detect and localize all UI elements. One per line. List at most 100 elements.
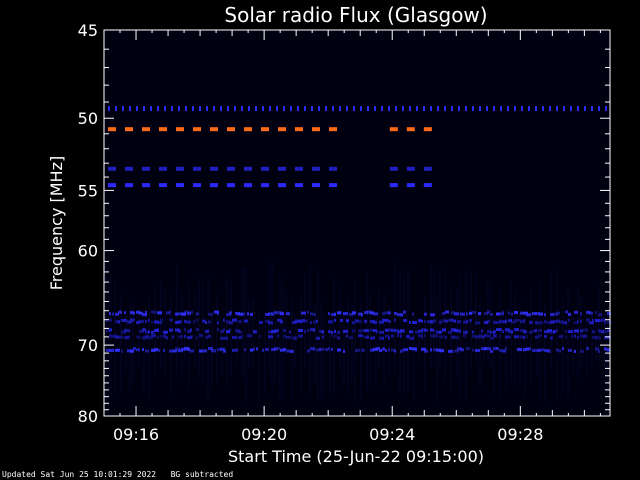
band-mark	[142, 127, 150, 132]
band-mark	[457, 320, 461, 324]
band-mark	[463, 334, 466, 338]
band-mark	[145, 319, 147, 323]
band-mark	[139, 320, 144, 324]
band-mark	[592, 330, 595, 334]
band-mark	[373, 336, 375, 340]
band-mark	[511, 312, 513, 316]
band-mark	[154, 328, 159, 332]
band-mark	[244, 183, 252, 188]
band-mark	[421, 319, 423, 323]
band-mark	[430, 334, 434, 338]
band-mark	[403, 329, 405, 333]
band-mark	[226, 330, 230, 334]
band-mark	[556, 319, 560, 323]
band-mark	[292, 320, 297, 324]
band-mark	[595, 311, 597, 315]
band-mark	[502, 330, 504, 334]
band-mark	[454, 349, 459, 353]
band-mark	[607, 336, 611, 340]
band-mark	[283, 347, 286, 351]
y-axis: 45 50 55 60 70 80	[78, 21, 610, 426]
band-mark	[391, 329, 396, 333]
band-mark	[163, 330, 168, 334]
band-mark	[124, 336, 128, 340]
band-mark	[457, 329, 461, 333]
band-mark	[562, 347, 564, 351]
band-mark	[563, 106, 565, 112]
band-mark	[193, 320, 195, 324]
band-mark	[278, 166, 286, 171]
band-mark	[190, 349, 194, 353]
band-mark	[389, 166, 398, 171]
band-mark	[433, 348, 437, 352]
band-mark	[415, 330, 418, 334]
band-mark	[360, 106, 362, 112]
band-mark	[227, 106, 229, 112]
band-mark	[358, 334, 363, 338]
band-mark	[199, 334, 203, 338]
band-mark	[574, 334, 576, 338]
band-mark	[496, 347, 499, 351]
band-68.3	[106, 328, 610, 334]
band-mark	[122, 106, 124, 112]
band-mark	[160, 318, 163, 322]
band-mark	[163, 334, 166, 338]
band-mark	[448, 318, 452, 322]
band-mark	[580, 312, 582, 316]
band-mark	[290, 106, 292, 112]
band-mark	[577, 106, 579, 112]
band-mark	[436, 330, 441, 334]
band-mark	[487, 334, 491, 338]
band-mark	[367, 335, 369, 339]
band-mark	[220, 347, 225, 351]
band-mark	[223, 318, 225, 322]
band-mark	[274, 347, 278, 351]
band-mark	[262, 106, 264, 112]
band-mark	[205, 335, 208, 339]
band-mark	[535, 321, 538, 325]
band-mark	[538, 328, 542, 332]
band-mark	[271, 348, 276, 352]
band-mark	[227, 183, 235, 188]
band-mark	[472, 106, 474, 112]
intermittent-band-53.4-a	[108, 166, 337, 171]
band-mark	[208, 334, 211, 338]
band-mark	[549, 106, 551, 112]
band-mark	[472, 348, 474, 352]
band-mark	[544, 313, 546, 317]
band-mark	[235, 335, 237, 339]
band-mark	[213, 106, 215, 112]
band-mark	[133, 311, 135, 315]
y-tick-label: 60	[78, 242, 98, 261]
band-mark	[329, 127, 337, 132]
band-mark	[487, 347, 491, 351]
band-mark	[370, 328, 373, 332]
band-mark	[210, 183, 218, 188]
band-mark	[547, 349, 551, 353]
band-mark	[106, 329, 110, 333]
band-mark	[505, 328, 510, 332]
band-mark	[178, 312, 182, 316]
band-mark	[181, 334, 183, 338]
band-mark	[307, 310, 309, 314]
band-mark	[451, 318, 454, 322]
band-mark	[460, 348, 464, 352]
band-mark	[598, 319, 602, 323]
band-mark	[565, 310, 568, 314]
band-mark	[508, 330, 513, 334]
band-mark	[295, 183, 303, 188]
band-mark	[583, 334, 587, 338]
band-mark	[493, 346, 498, 350]
y-tick-label: 45	[78, 21, 98, 40]
band-mark	[328, 320, 333, 324]
band-mark	[262, 348, 264, 352]
band-mark	[226, 313, 231, 317]
band-mark	[487, 310, 490, 314]
band-mark	[591, 106, 593, 112]
band-mark	[571, 334, 573, 338]
band-mark	[598, 106, 600, 112]
band-mark	[385, 318, 388, 322]
band-mark	[601, 318, 606, 322]
band-mark	[598, 336, 601, 340]
band-mark	[382, 347, 385, 351]
